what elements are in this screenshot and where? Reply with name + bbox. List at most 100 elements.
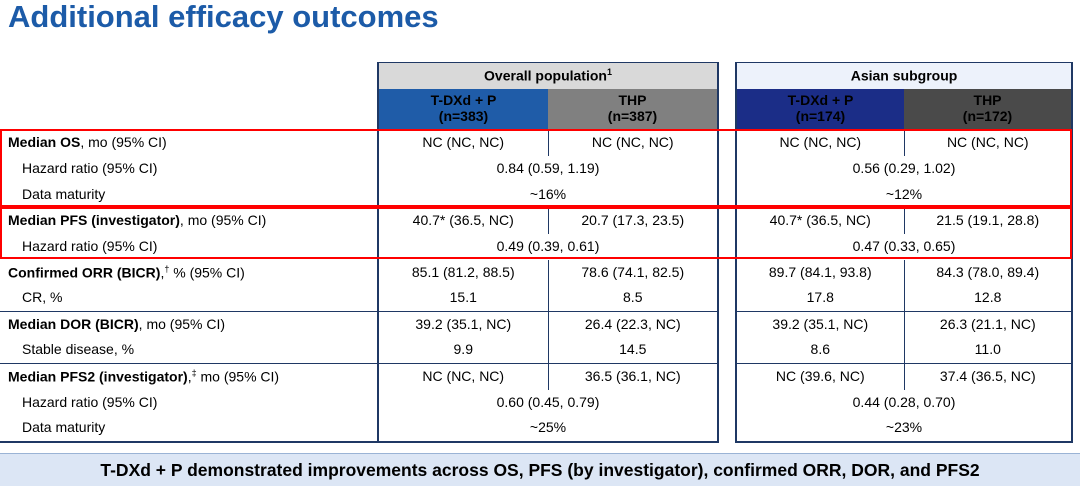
asian-tdxd-value-cell: 17.8 [735, 285, 905, 312]
asian-thp-value-cell: 84.3 (78.0, 89.4) [903, 259, 1074, 286]
group-gap [718, 234, 736, 260]
overall-thp-value-cell: NC (NC, NC) [547, 129, 720, 156]
group-gap [718, 312, 736, 338]
asian-tdxd-value-cell: 39.2 (35.1, NC) [735, 311, 905, 338]
asian-spanning-value-cell: 0.44 (0.28, 0.70) [735, 389, 1074, 416]
overall-population-footnote-marker: 1 [606, 67, 612, 78]
arm-n: (n=383) [438, 108, 489, 124]
arm-n: (n=387) [607, 108, 658, 124]
group-gap [718, 338, 736, 364]
overall-thp-value-cell: 26.4 (22.3, NC) [547, 311, 720, 338]
overall-thp-column-header: THP (n=387) [548, 88, 720, 130]
asian-thp-value-cell: 37.4 (36.5, NC) [903, 363, 1074, 390]
group-header-row: Overall population1 Asian subgroup [0, 62, 1074, 89]
table-row: CR, % 15.1 8.5 17.8 12.8 [0, 285, 1074, 312]
asian-thp-value-cell: 26.3 (21.1, NC) [903, 311, 1074, 338]
page-title: Additional efficacy outcomes [8, 0, 439, 34]
table-row: Hazard ratio (95% CI) 0.84 (0.59, 1.19) 0.… [0, 155, 1074, 182]
asian-thp-value-cell: 12.8 [903, 285, 1074, 312]
overall-spanning-value-cell: 0.49 (0.39, 0.61) [376, 233, 720, 260]
overall-population-group-header: Overall population1 [376, 62, 720, 89]
asian-thp-value-cell: 21.5 (19.1, 28.8) [903, 207, 1074, 234]
row-label: Median OS, mo (95% CI) [8, 133, 167, 150]
table-row: Hazard ratio (95% CI) 0.60 (0.45, 0.79) 0.… [0, 389, 1074, 416]
asian-spanning-value-cell: 0.47 (0.33, 0.65) [735, 233, 1074, 260]
row-label: Median PFS2 (investigator),‡ mo (95% CI) [8, 368, 280, 385]
overall-tdxd-value-cell: 39.2 (35.1, NC) [377, 311, 548, 338]
group-gap [718, 208, 736, 234]
overall-tdxd-value-cell: 15.1 [377, 285, 548, 312]
arm-n: (n=172) [962, 108, 1013, 124]
asian-thp-value-cell: 11.0 [903, 337, 1074, 364]
summary-banner: T-DXd + P demonstrated improvements acro… [0, 453, 1080, 486]
table-row: Hazard ratio (95% CI) 0.49 (0.39, 0.61) 0.… [0, 233, 1074, 260]
overall-tdxd-value-cell: 85.1 (81.2, 88.5) [377, 259, 548, 286]
asian-tdxd-value-cell: 89.7 (84.1, 93.8) [735, 259, 905, 286]
asian-tdxd-value-cell: 8.6 [735, 337, 905, 364]
table-row: Median OS, mo (95% CI) NC (NC, NC) NC (NC,… [0, 129, 1074, 156]
group-gap [718, 364, 736, 390]
group-gap [718, 156, 736, 182]
group-gap [718, 390, 736, 416]
table-row: Data maturity ~25% ~23% [0, 415, 1074, 443]
row-label: Hazard ratio (95% CI) [22, 159, 158, 176]
arm-name: THP [973, 92, 1002, 109]
table-row: Median PFS2 (investigator),‡ mo (95% CI)… [0, 363, 1074, 390]
group-gap [718, 130, 736, 156]
overall-thp-value-cell: 20.7 (17.3, 23.5) [547, 207, 720, 234]
table-row: Median PFS (investigator), mo (95% CI) 40… [0, 207, 1074, 234]
overall-thp-value-cell: 78.6 (74.1, 82.5) [547, 259, 720, 286]
asian-spanning-value-cell: ~12% [735, 181, 1074, 208]
group-gap [718, 63, 736, 89]
asian-spanning-value-cell: ~23% [735, 415, 1074, 443]
asian-thp-column-header: THP (n=172) [904, 88, 1074, 130]
asian-spanning-value-cell: 0.56 (0.29, 1.02) [735, 155, 1074, 182]
group-gap [718, 286, 736, 312]
asian-tdxd-value-cell: NC (39.6, NC) [735, 363, 905, 390]
arm-n: (n=174) [795, 108, 846, 124]
overall-spanning-value-cell: ~25% [376, 415, 720, 443]
overall-tdxd-column-header: T-DXd + P (n=383) [377, 88, 548, 130]
row-label: CR, % [0, 285, 378, 312]
table-row: Data maturity ~16% ~12% [0, 181, 1074, 208]
row-label: Data maturity [0, 415, 378, 443]
label-column-spacer [0, 63, 378, 89]
asian-tdxd-value-cell: NC (NC, NC) [735, 129, 905, 156]
overall-spanning-value-cell: 0.60 (0.45, 0.79) [376, 389, 720, 416]
group-gap [718, 416, 736, 442]
overall-thp-value-cell: 14.5 [547, 337, 720, 364]
group-gap [718, 89, 736, 130]
table-row: Confirmed ORR (BICR),† % (95% CI) 85.1 (8… [0, 259, 1074, 286]
row-label: Median DOR (BICR), mo (95% CI) [8, 315, 226, 332]
overall-tdxd-value-cell: NC (NC, NC) [377, 129, 548, 156]
overall-thp-value-cell: 8.5 [547, 285, 720, 312]
overall-tdxd-value-cell: 40.7* (36.5, NC) [377, 207, 548, 234]
group-gap [718, 260, 736, 286]
asian-subgroup-group-header: Asian subgroup [735, 62, 1074, 89]
overall-population-label: Overall population [484, 67, 607, 84]
arm-name: THP [618, 92, 647, 109]
arm-name: T-DXd + P [787, 92, 854, 109]
asian-thp-value-cell: NC (NC, NC) [903, 129, 1074, 156]
overall-spanning-value-cell: ~16% [376, 181, 720, 208]
summary-banner-text: T-DXd + P demonstrated improvements acro… [100, 459, 980, 480]
row-label: Hazard ratio (95% CI) [22, 393, 158, 410]
group-gap [718, 182, 736, 208]
asian-tdxd-column-header: T-DXd + P (n=174) [735, 88, 905, 130]
arm-header-row: T-DXd + P (n=383) THP (n=387) T-DXd + P … [0, 88, 1074, 130]
asian-tdxd-value-cell: 40.7* (36.5, NC) [735, 207, 905, 234]
overall-tdxd-value-cell: 9.9 [377, 337, 548, 364]
row-label: Data maturity [22, 185, 106, 202]
table-row: Stable disease, % 9.9 14.5 8.6 11.0 [0, 337, 1074, 364]
table-row: Median DOR (BICR), mo (95% CI) 39.2 (35.1… [0, 311, 1074, 338]
row-label: Confirmed ORR (BICR),† % (95% CI) [8, 263, 245, 281]
overall-thp-value-cell: 36.5 (36.1, NC) [547, 363, 720, 390]
overall-spanning-value-cell: 0.84 (0.59, 1.19) [376, 155, 720, 182]
overall-tdxd-value-cell: NC (NC, NC) [377, 363, 548, 390]
label-column-spacer [0, 89, 378, 130]
asian-subgroup-label: Asian subgroup [850, 67, 958, 84]
efficacy-table: Overall population1 Asian subgroup T-DXd… [0, 62, 1074, 443]
row-label: Median PFS (investigator), mo (95% CI) [8, 211, 267, 228]
row-label: Stable disease, % [0, 337, 378, 364]
